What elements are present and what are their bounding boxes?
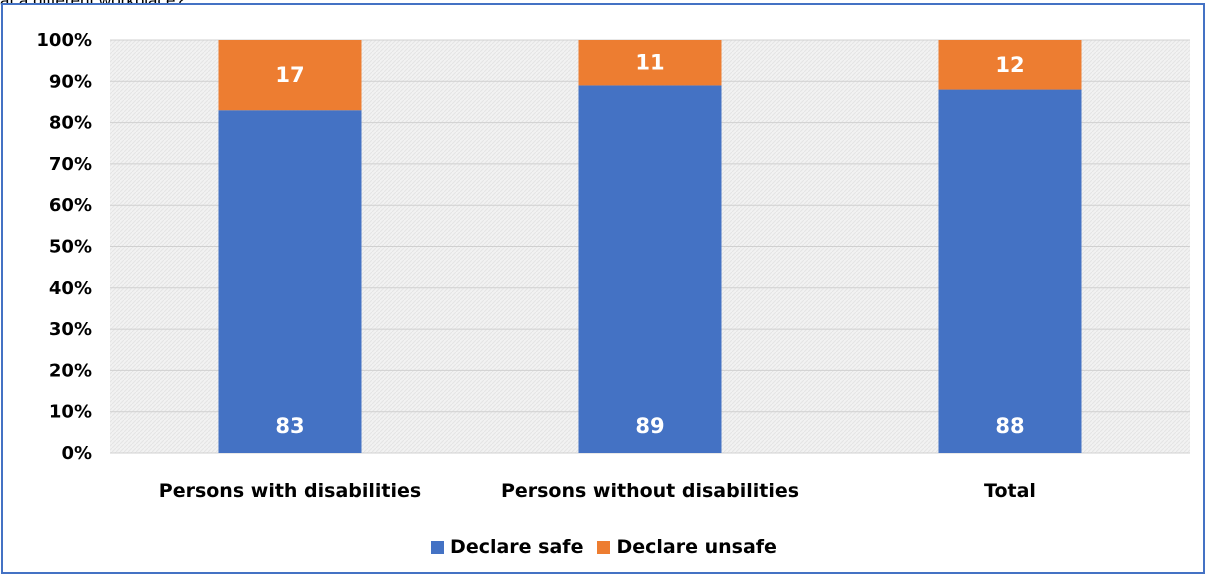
bar-segment bbox=[578, 85, 722, 454]
y-tick-label: 70% bbox=[49, 154, 92, 175]
y-tick-label: 40% bbox=[49, 278, 92, 299]
y-tick-label: 0% bbox=[61, 443, 92, 464]
bar-segment bbox=[218, 110, 362, 454]
y-tick-label: 100% bbox=[36, 30, 92, 51]
y-tick-label: 50% bbox=[49, 237, 92, 258]
y-tick-label: 60% bbox=[49, 195, 92, 216]
legend-swatch bbox=[431, 540, 445, 554]
data-label: 89 bbox=[635, 414, 664, 438]
y-tick-label: 20% bbox=[49, 360, 92, 381]
y-tick-label: 90% bbox=[49, 71, 92, 92]
y-tick-label: 80% bbox=[49, 113, 92, 134]
legend-swatch bbox=[597, 540, 611, 554]
y-tick-label: 10% bbox=[49, 402, 92, 423]
data-label: 83 bbox=[275, 414, 304, 438]
data-label: 17 bbox=[275, 63, 304, 87]
data-label: 88 bbox=[995, 414, 1024, 438]
data-label: 12 bbox=[995, 53, 1024, 77]
bar-segment bbox=[218, 40, 362, 111]
chart-legend: Declare safe Declare unsafe bbox=[0, 532, 1208, 562]
legend-label: Declare safe bbox=[450, 536, 584, 558]
data-label: 11 bbox=[635, 51, 664, 75]
bar-segment bbox=[578, 40, 722, 86]
x-category-label: Total bbox=[984, 480, 1036, 502]
y-tick-label: 30% bbox=[49, 319, 92, 340]
bar-segment bbox=[938, 40, 1082, 90]
bar-segment bbox=[938, 89, 1082, 453]
legend-label: Declare unsafe bbox=[616, 536, 777, 558]
x-category-label: Persons without disabilities bbox=[501, 480, 799, 502]
legend-item: Declare unsafe bbox=[597, 536, 777, 558]
legend-item: Declare safe bbox=[431, 536, 583, 558]
x-category-label: Persons with disabilities bbox=[159, 480, 421, 502]
